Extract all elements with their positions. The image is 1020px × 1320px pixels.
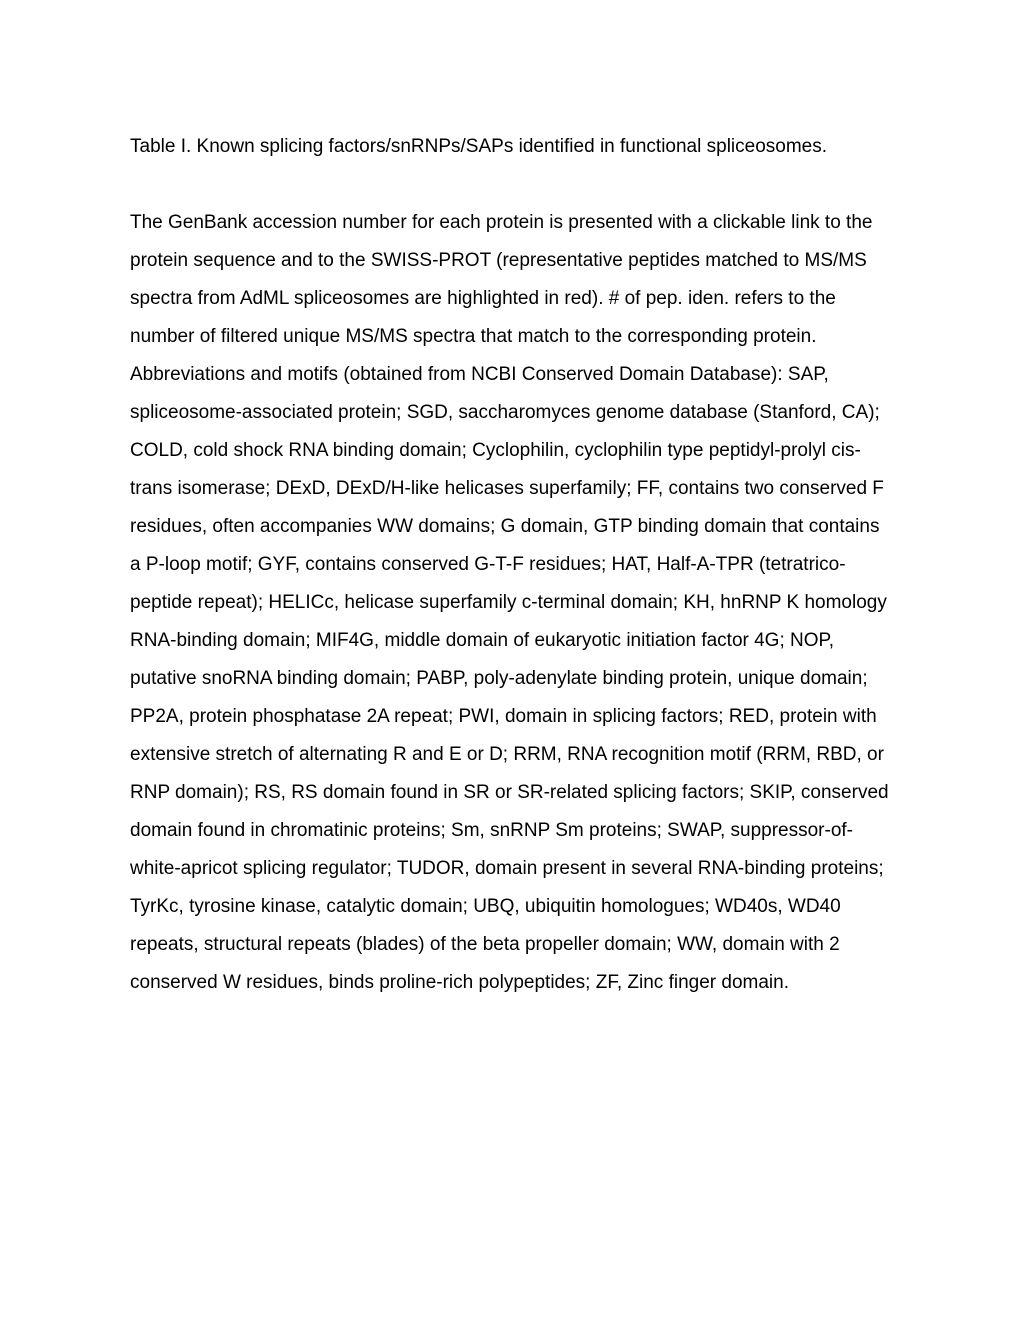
table-caption-body: The GenBank accession number for each pr…	[130, 204, 890, 1002]
table-title: Table I. Known splicing factors/snRNPs/S…	[130, 128, 890, 166]
